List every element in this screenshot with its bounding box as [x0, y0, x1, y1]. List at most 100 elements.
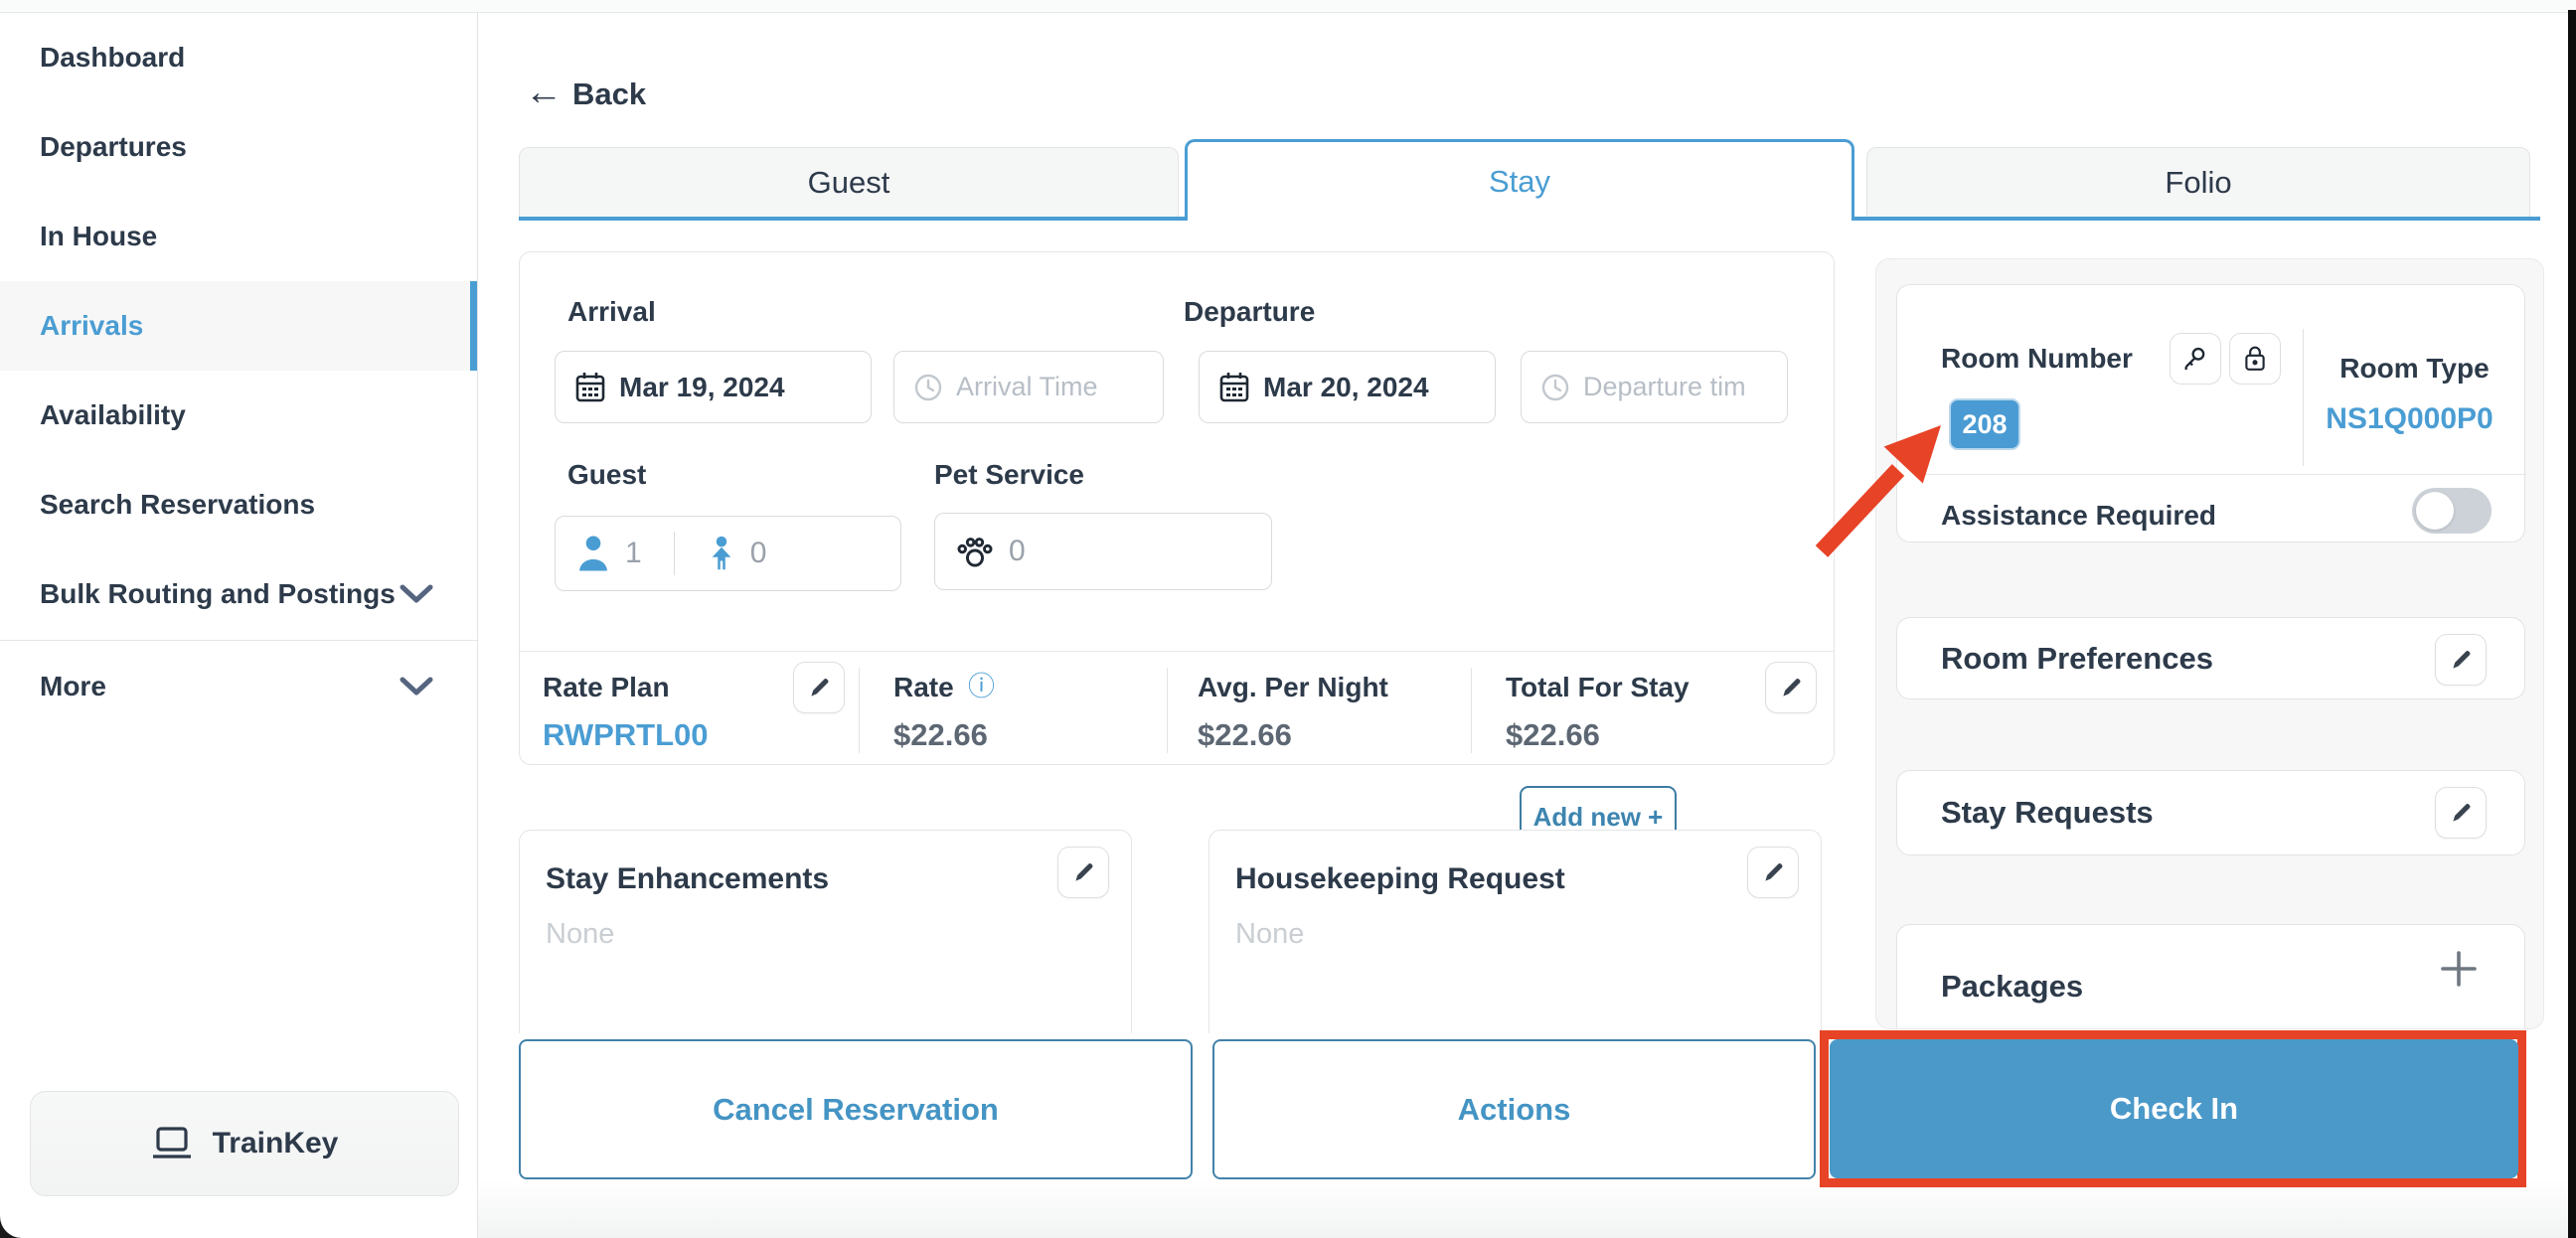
rate-info-icon[interactable]: ⓘ [968, 672, 995, 701]
departure-time-field[interactable]: Departure tim [1521, 351, 1788, 423]
assistance-required-label: Assistance Required [1941, 500, 2216, 531]
footer-gradient [478, 1179, 2568, 1238]
guest-count-field[interactable]: 1 0 [555, 516, 901, 591]
rate-column-divider [1167, 668, 1168, 753]
housekeeping-request-card: Housekeeping Request None [1208, 830, 1822, 1033]
guest-label: Guest [567, 459, 647, 490]
sidebar-item-more[interactable]: More [0, 642, 477, 731]
tab-label: Guest [807, 164, 890, 200]
tab-stay[interactable]: Stay [1185, 139, 1854, 221]
stay-enhancements-title: Stay Enhancements [546, 862, 830, 895]
screen-edge [2568, 10, 2576, 1238]
sidebar-item-availability[interactable]: Availability [0, 371, 477, 460]
pet-service-label: Pet Service [934, 459, 1084, 490]
rate-value: $22.66 [893, 717, 988, 752]
room-number-label: Room Number [1941, 343, 2133, 374]
stay-enhancements-value: None [546, 918, 615, 950]
tab-underline [519, 217, 1187, 221]
avg-per-night-label: Avg. Per Night [1198, 672, 1388, 702]
sidebar-item-bulk-routing[interactable]: Bulk Routing and Postings [0, 549, 477, 639]
housekeeping-request-title: Housekeeping Request [1235, 862, 1565, 895]
key-button[interactable] [2170, 333, 2221, 385]
top-strip [0, 0, 2576, 13]
trainkey-button[interactable]: TrainKey [30, 1091, 459, 1196]
trainkey-label: TrainKey [212, 1127, 339, 1160]
packages-title: Packages [1941, 969, 2084, 1004]
stay-requests-card: Stay Requests [1896, 770, 2525, 855]
laptop-icon [151, 1126, 193, 1161]
sidebar-item-label: Bulk Routing and Postings [40, 578, 396, 609]
child-count: 0 [749, 537, 767, 569]
check-in-button[interactable]: Check In [1830, 1039, 2518, 1178]
edit-stay-requests-button[interactable] [2435, 787, 2487, 839]
departure-time-placeholder: Departure tim [1583, 372, 1746, 401]
sidebar-item-label: Availability [40, 399, 186, 430]
sidebar-item-departures[interactable]: Departures [0, 102, 477, 192]
arrival-date-value: Mar 19, 2024 [619, 371, 785, 402]
sidebar-item-arrivals[interactable]: Arrivals [0, 281, 477, 371]
sidebar-item-label: Arrivals [40, 310, 144, 341]
sidebar-item-search-reservations[interactable]: Search Reservations [0, 460, 477, 549]
room-side-panel: Room Number Room Type NS1Q000P0 208 Assi… [1875, 258, 2544, 1029]
chevron-down-icon [400, 584, 433, 604]
packages-card: Packages [1896, 924, 2525, 1028]
stay-requests-title: Stay Requests [1941, 795, 2154, 830]
rate-plan-label: Rate Plan [543, 672, 670, 702]
total-for-stay-value: $22.66 [1506, 717, 1600, 752]
back-button[interactable]: ← Back [525, 74, 647, 113]
lock-button[interactable] [2229, 333, 2281, 385]
sidebar-item-label: In House [40, 221, 158, 251]
edit-stay-enhancements-button[interactable] [1057, 847, 1109, 898]
pet-count: 0 [1009, 535, 1026, 567]
secondary-cards-row: Stay Enhancements None Housekeeping Requ… [519, 830, 1835, 1033]
room-preferences-card: Room Preferences [1896, 617, 2525, 699]
arrival-label: Arrival [567, 296, 656, 327]
departure-label: Departure [1184, 296, 1316, 327]
tab-underline [1852, 217, 2540, 221]
rate-column-divider [859, 668, 860, 753]
field-divider [673, 532, 675, 575]
checkin-highlight-annotation [1820, 1030, 2526, 1187]
sidebar-item-label: Search Reservations [40, 489, 316, 520]
edit-total-button[interactable] [1765, 662, 1817, 713]
sidebar-item-in-house[interactable]: In House [0, 192, 477, 281]
tab-label: Folio [2165, 164, 2232, 200]
departure-date-field[interactable]: Mar 20, 2024 [1199, 351, 1496, 423]
arrival-date-field[interactable]: Mar 19, 2024 [555, 351, 872, 423]
edit-rate-plan-button[interactable] [793, 662, 845, 713]
adult-count: 1 [625, 537, 642, 569]
sidebar-item-label: More [40, 671, 106, 701]
back-label: Back [572, 77, 647, 111]
child-icon [707, 536, 736, 571]
housekeeping-request-value: None [1235, 918, 1305, 950]
sidebar-item-label: Dashboard [40, 42, 186, 73]
total-for-stay-label: Total For Stay [1506, 672, 1690, 702]
room-number-badge[interactable]: 208 [1949, 398, 2020, 450]
rate-section-divider [519, 651, 1835, 652]
clock-icon [914, 374, 942, 401]
room-type-label: Room Type [2339, 353, 2490, 384]
card-divider [1923, 474, 2526, 475]
arrival-time-placeholder: Arrival Time [956, 372, 1098, 401]
sidebar: Dashboard Departures In House Arrivals A… [0, 13, 478, 1238]
add-package-button[interactable] [2437, 947, 2481, 991]
paw-icon [955, 534, 995, 569]
tab-folio[interactable]: Folio [1866, 147, 2530, 217]
sidebar-item-dashboard[interactable]: Dashboard [0, 13, 477, 102]
assistance-required-toggle[interactable] [2412, 488, 2492, 534]
rate-plan-value[interactable]: RWPRTL00 [543, 717, 709, 752]
edit-housekeeping-button[interactable] [1747, 847, 1799, 898]
actions-button[interactable]: Actions [1212, 1039, 1816, 1179]
cancel-reservation-button[interactable]: Cancel Reservation [519, 1039, 1193, 1179]
stay-details-card: Arrival Departure Mar 19, 2024 Arrival T… [519, 251, 1835, 848]
arrival-time-field[interactable]: Arrival Time [893, 351, 1164, 423]
edit-room-preferences-button[interactable] [2435, 634, 2487, 686]
room-number-card: Room Number Room Type NS1Q000P0 208 Assi… [1896, 284, 2526, 542]
sidebar-divider [0, 640, 477, 641]
toggle-knob [2416, 492, 2454, 530]
rate-column-divider [1471, 668, 1472, 753]
room-type-value[interactable]: NS1Q000P0 [2326, 402, 2494, 435]
stay-enhancements-card: Stay Enhancements None [519, 830, 1132, 1033]
departure-date-value: Mar 20, 2024 [1263, 371, 1429, 402]
tab-guest[interactable]: Guest [519, 147, 1179, 217]
